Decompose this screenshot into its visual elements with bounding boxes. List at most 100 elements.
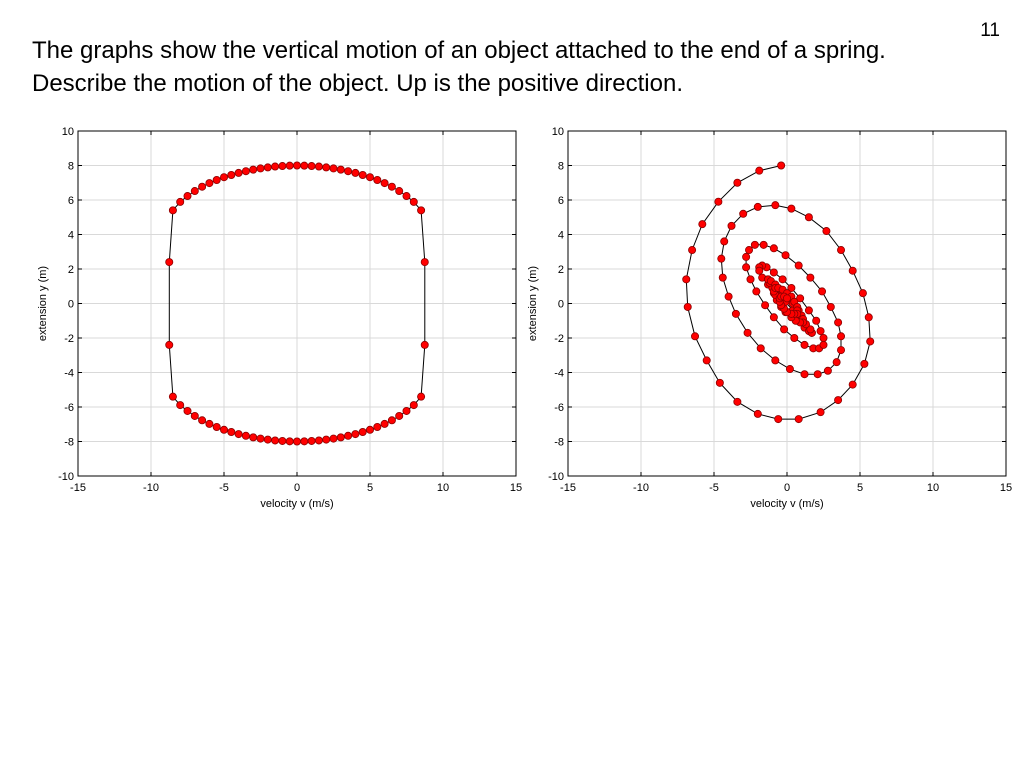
data-point — [205, 179, 214, 188]
data-point — [731, 309, 740, 318]
y-tick-label: -8 — [64, 437, 74, 449]
data-point — [771, 356, 780, 365]
data-point — [278, 162, 287, 171]
data-point — [733, 397, 742, 406]
data-point — [256, 164, 265, 173]
data-point — [819, 340, 828, 349]
data-point — [800, 340, 809, 349]
data-point — [212, 423, 221, 432]
data-point — [227, 428, 236, 437]
data-point — [796, 294, 805, 303]
chart-svg: -15 -10 -5 0 5 10 15-10-8-6-4-20246810velocity… — [37, 126, 522, 510]
data-point — [714, 197, 723, 206]
y-tick-label: -4 — [554, 368, 564, 380]
x-tick-label: 15 — [1000, 482, 1012, 494]
data-point — [420, 340, 429, 349]
data-point — [769, 268, 778, 277]
data-point — [249, 165, 258, 174]
y-tick-label: 2 — [68, 264, 74, 276]
data-point — [402, 406, 411, 415]
data-point — [702, 356, 711, 365]
data-point — [402, 192, 411, 201]
y-tick-label: -6 — [64, 402, 74, 414]
data-point — [777, 161, 786, 170]
data-point — [190, 411, 199, 420]
data-point — [742, 252, 751, 261]
y-tick-label: 10 — [552, 126, 564, 138]
data-point — [682, 275, 691, 284]
data-point — [344, 431, 353, 440]
data-point — [292, 161, 301, 170]
y-tick-label: 4 — [68, 230, 74, 242]
data-point — [771, 201, 780, 210]
data-point — [241, 167, 250, 176]
data-point — [271, 162, 280, 171]
y-tick-label: 8 — [558, 161, 564, 173]
data-point — [395, 187, 404, 196]
data-point — [271, 436, 280, 445]
data-point — [322, 163, 331, 172]
x-tick-label: -5 — [709, 482, 719, 494]
data-point — [358, 428, 367, 437]
y-tick-label: -2 — [554, 333, 564, 345]
data-point — [753, 202, 762, 211]
data-point — [759, 240, 768, 249]
data-point — [769, 313, 778, 322]
data-point — [720, 237, 729, 246]
x-tick-label: 0 — [294, 482, 300, 494]
data-point — [263, 435, 272, 444]
grid — [77, 130, 517, 477]
y-tick-label: -2 — [64, 333, 74, 345]
data-point — [395, 411, 404, 420]
data-point — [190, 187, 199, 196]
data-point — [800, 370, 809, 379]
data-point — [790, 333, 799, 342]
data-point — [756, 344, 765, 353]
data-point — [249, 433, 258, 442]
data-point — [717, 254, 726, 263]
data-point — [794, 415, 803, 424]
phase-plot-left: -15 -10 -5 0 5 10 15 -10 -8 -6 -4 -2 0 2 4 6 8 10 velocity… — [30, 118, 530, 518]
slide-question-text: The graphs show the vertical motion of a… — [32, 37, 886, 97]
data-point — [417, 206, 426, 215]
data-point — [387, 416, 396, 425]
data-point — [241, 431, 250, 440]
data-point — [314, 436, 323, 445]
data-point — [860, 359, 869, 368]
data-point — [780, 325, 789, 334]
data-point — [234, 430, 243, 439]
data-point — [816, 408, 825, 417]
data-point — [336, 165, 345, 174]
data-point — [743, 328, 752, 337]
data-point — [417, 392, 426, 401]
y-tick-label: 2 — [558, 264, 564, 276]
y-tick-label: -10 — [548, 471, 564, 483]
data-point — [183, 192, 192, 201]
data-point — [774, 415, 783, 424]
data-point — [739, 209, 748, 218]
data-point — [698, 220, 707, 229]
data-point — [819, 333, 828, 342]
data-point — [858, 289, 867, 298]
data-point — [256, 434, 265, 443]
data-point — [358, 170, 367, 179]
data-point — [329, 164, 338, 173]
data-point — [380, 179, 389, 188]
data-point — [688, 246, 697, 255]
data-point — [755, 266, 764, 275]
x-tick-label: 0 — [784, 482, 790, 494]
data-point — [351, 168, 360, 177]
chart-svg: -15 -10 -5 0 5 10 15-10-8-6-4-20246810velocity… — [527, 126, 1012, 510]
data-point — [837, 346, 846, 355]
data-point — [782, 294, 791, 303]
x-axis-label: velocity v (m/s) — [750, 498, 823, 510]
data-point — [409, 401, 418, 410]
x-tick-label: -10 — [143, 482, 159, 494]
data-point — [344, 167, 353, 176]
data-point — [822, 227, 831, 236]
data-point — [314, 162, 323, 171]
y-tick-label: 6 — [68, 195, 74, 207]
data-point — [285, 161, 294, 170]
